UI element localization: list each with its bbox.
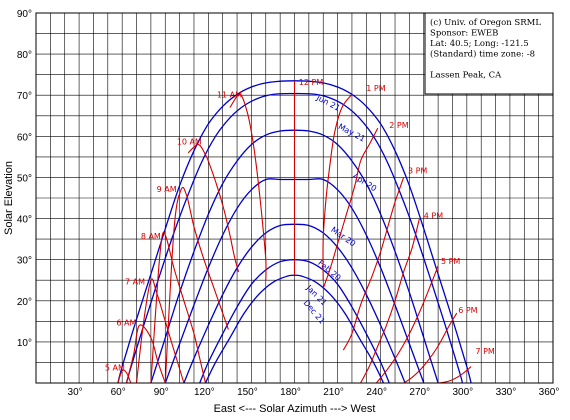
hour-line xyxy=(375,265,439,383)
y-tick-label: 90° xyxy=(17,9,32,20)
hour-label: 4 PM xyxy=(424,212,443,221)
x-tick-label: 270° xyxy=(409,387,430,398)
y-tick-label: 80° xyxy=(17,50,32,61)
hour-line xyxy=(164,186,229,383)
y-tick-label: 60° xyxy=(17,132,32,143)
hour-label: 7 AM xyxy=(125,277,145,286)
hour-label: 5 PM xyxy=(441,257,460,266)
info-line: Lassen Peak, CA xyxy=(430,71,502,81)
info-line: (Standard) time zone: -8 xyxy=(430,49,535,60)
info-box-frame xyxy=(424,12,554,95)
hour-label: 11 AM xyxy=(217,90,242,99)
hour-label: 1 PM xyxy=(366,84,385,93)
x-tick-label: 210° xyxy=(323,387,344,398)
hour-line xyxy=(322,127,379,289)
x-tick-label: 120° xyxy=(194,387,215,398)
x-tick-label: 300° xyxy=(452,387,473,398)
hour-label: 6 PM xyxy=(458,306,477,315)
hour-line xyxy=(150,231,207,383)
sun-path-label: Mar 20 xyxy=(329,225,357,248)
x-axis-title: East <--- Solar Azimuth ---> West xyxy=(214,403,376,415)
x-tick-label: 90° xyxy=(154,387,169,398)
hour-label: 2 PM xyxy=(389,121,408,130)
x-tick-label: 60° xyxy=(111,387,126,398)
hour-line xyxy=(360,218,420,383)
hour-label: 6 AM xyxy=(116,318,136,327)
info-line: (c) Univ. of Oregon SRML xyxy=(430,17,541,28)
y-axis-ticks: 10° 20° 30° 40° 50° 60° 70° 80° 90° xyxy=(17,9,32,349)
hour-label: 5 AM xyxy=(105,364,125,373)
hour-label: 9 AM xyxy=(157,185,177,194)
hour-line xyxy=(229,93,267,281)
y-tick-label: 40° xyxy=(17,215,32,226)
y-axis-title: Solar Elevation xyxy=(3,161,15,235)
hour-label: 10 AM xyxy=(177,138,202,147)
y-tick-label: 70° xyxy=(17,91,32,102)
x-tick-label: 240° xyxy=(366,387,387,398)
hour-label: 7 PM xyxy=(475,347,494,356)
hour-line xyxy=(187,144,240,273)
x-axis-ticks: 30° 60° 90° 120° 150° 180° 210° 240° 270° 300° 330… xyxy=(68,387,560,398)
hour-line xyxy=(432,366,472,383)
hour-label: 8 AM xyxy=(141,232,161,241)
hour-line xyxy=(322,94,353,281)
x-tick-label: 150° xyxy=(237,387,258,398)
hour-line xyxy=(342,177,405,351)
hour-line xyxy=(117,369,132,383)
grid xyxy=(36,13,553,383)
y-tick-label: 30° xyxy=(17,256,32,267)
hour-line xyxy=(397,312,458,383)
x-tick-label: 330° xyxy=(496,387,517,398)
hour-lines: 5 AM 6 AM 7 AM 8 AM 9 AM 10 AM 11 AM 12 PM 1 PM 2… xyxy=(105,78,495,383)
info-line: Lat: 40.5; Long: -121.5 xyxy=(430,39,529,49)
hour-line xyxy=(125,324,166,383)
y-tick-label: 10° xyxy=(17,338,32,349)
hour-label: 3 PM xyxy=(408,166,427,175)
sun-path-label: Apr 20 xyxy=(351,172,378,194)
x-tick-label: 30° xyxy=(68,387,83,398)
y-tick-label: 50° xyxy=(17,173,32,184)
hour-label: 12 PM xyxy=(299,78,324,87)
y-tick-label: 20° xyxy=(17,297,32,308)
plot-frame xyxy=(35,12,554,384)
x-tick-label: 360° xyxy=(539,387,560,398)
x-tick-label: 180° xyxy=(280,387,301,398)
info-line: Sponsor: EWEB xyxy=(430,29,498,39)
